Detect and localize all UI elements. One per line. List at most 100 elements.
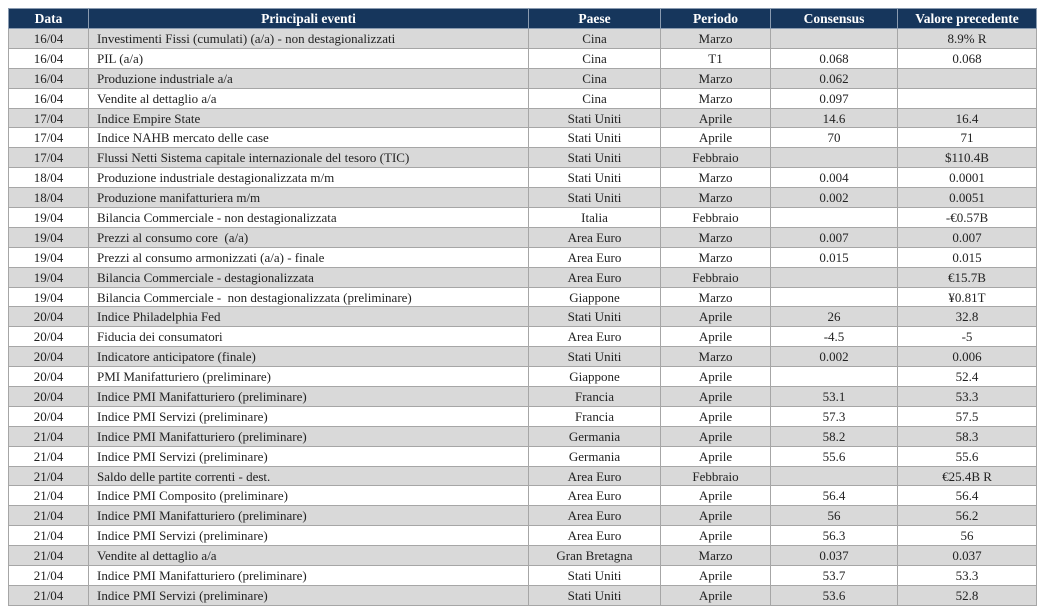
table-row: 19/04 Prezzi al consumo core (a/a) Area Eu… [8, 226, 1037, 248]
table-row: 19/04 Bilancia Commerciale - non destagio… [8, 207, 1037, 228]
table-row: 21/04 Indice PMI Manifatturiero (prelimin… [8, 425, 1037, 447]
cell: 71 [897, 127, 1037, 149]
cell: Cina [528, 87, 661, 109]
cell: Marzo [660, 187, 771, 209]
table-row: 16/04 Vendite al dettaglio a/a Cina Marzo 0.… [8, 87, 1037, 109]
cell: Marzo [660, 67, 771, 89]
cell: Aprile [660, 445, 771, 467]
cell: Marzo [660, 286, 771, 308]
table-body: 16/04 Investimenti Fissi (cumulati) (a/a)… [8, 28, 1037, 606]
cell: 21/04 [8, 445, 89, 467]
cell: Aprile [660, 326, 771, 348]
event-cell: Flussi Netti Sistema capitale internazio… [88, 147, 529, 169]
cell: 0.002 [770, 187, 898, 209]
header-cell: Periodo [660, 8, 771, 29]
table-row: 21/04 Indice PMI Manifatturiero (prelimin… [8, 565, 1037, 586]
cell: 17/04 [8, 147, 89, 169]
cell: 21/04 [8, 505, 89, 527]
cell: 52.8 [897, 584, 1037, 606]
event-cell: PIL (a/a) [88, 47, 529, 69]
cell: Area Euro [528, 266, 661, 288]
events-table: Data Principali eventi Paese Periodo Consens… [8, 8, 1037, 606]
cell: Stati Uniti [528, 167, 661, 189]
cell: 0.015 [897, 246, 1037, 268]
cell: 18/04 [8, 167, 89, 189]
cell: 20/04 [8, 346, 89, 368]
cell: Giappone [528, 286, 661, 308]
cell: €15.7B [897, 266, 1037, 288]
event-cell: Vendite al dettaglio a/a [88, 545, 529, 567]
cell: 18/04 [8, 187, 89, 209]
cell: Giappone [528, 366, 661, 388]
cell: T1 [660, 47, 771, 69]
cell: 21/04 [8, 485, 89, 507]
cell: Marzo [660, 226, 771, 248]
cell: -€0.57B [897, 207, 1037, 228]
cell: Marzo [660, 167, 771, 189]
cell: Stati Uniti [528, 306, 661, 328]
event-cell: Indice PMI Servizi (preliminare) [88, 584, 529, 606]
cell: Aprile [660, 306, 771, 328]
cell: 19/04 [8, 246, 89, 268]
table-row: 21/04 Indice PMI Manifatturiero (prelimin… [8, 505, 1037, 527]
cell: Stati Uniti [528, 584, 661, 606]
cell: 56 [770, 505, 898, 527]
cell: 26 [770, 306, 898, 328]
cell: 0.007 [897, 226, 1037, 248]
table-row: 20/04 PMI Manifatturiero (preliminare) Gia… [8, 366, 1037, 388]
cell: 0.062 [770, 67, 898, 89]
table-row: 21/04 Vendite al dettaglio a/a Gran Bretag… [8, 545, 1037, 567]
cell: 8.9% R [897, 28, 1037, 49]
table-row: 20/04 Fiducia dei consumatori Area Euro Apr… [8, 326, 1037, 348]
event-cell: Indice PMI Manifatturiero (preliminare) [88, 386, 529, 407]
event-cell: Indice PMI Manifatturiero (preliminare) [88, 425, 529, 447]
cell: Cina [528, 67, 661, 89]
event-cell: Indice Philadelphia Fed [88, 306, 529, 328]
cell: 17/04 [8, 107, 89, 129]
cell: Stati Uniti [528, 107, 661, 129]
cell: 21/04 [8, 425, 89, 447]
event-cell: Indice PMI Manifatturiero (preliminare) [88, 565, 529, 586]
cell [770, 286, 898, 308]
header-cell: Valore precedente [897, 8, 1037, 29]
cell: 20/04 [8, 326, 89, 348]
event-cell: Indice PMI Servizi (preliminare) [88, 445, 529, 467]
cell: 20/04 [8, 405, 89, 427]
event-cell: Indicatore anticipatore (finale) [88, 346, 529, 368]
cell: Gran Bretagna [528, 545, 661, 567]
cell: 0.0051 [897, 187, 1037, 209]
table-row: 17/04 Flussi Netti Sistema capitale inter… [8, 147, 1037, 169]
cell: Aprile [660, 584, 771, 606]
cell: Marzo [660, 545, 771, 567]
event-cell: PMI Manifatturiero (preliminare) [88, 366, 529, 388]
table-row: 21/04 Saldo delle partite correnti - dest… [8, 465, 1037, 487]
cell: -5 [897, 326, 1037, 348]
cell: 21/04 [8, 465, 89, 487]
cell: Germania [528, 445, 661, 467]
cell: 21/04 [8, 525, 89, 547]
cell: 19/04 [8, 226, 89, 248]
cell: Stati Uniti [528, 127, 661, 149]
cell: 14.6 [770, 107, 898, 129]
table-row: 21/04 Indice PMI Servizi (preliminare) Ger… [8, 445, 1037, 467]
cell: 0.097 [770, 87, 898, 109]
table-row: 20/04 Indice Philadelphia Fed Stati Uniti A… [8, 306, 1037, 328]
table-row: 18/04 Produzione manifatturiera m/m Stati … [8, 187, 1037, 209]
cell: Cina [528, 47, 661, 69]
cell: 55.6 [897, 445, 1037, 467]
cell: 0.068 [770, 47, 898, 69]
event-cell: Investimenti Fissi (cumulati) (a/a) - no… [88, 28, 529, 49]
table-row: 17/04 Indice Empire State Stati Uniti April… [8, 107, 1037, 129]
cell: Stati Uniti [528, 187, 661, 209]
cell: 55.6 [770, 445, 898, 467]
event-cell: Indice NAHB mercato delle case [88, 127, 529, 149]
table-row: 16/04 Produzione industriale a/a Cina Marzo… [8, 67, 1037, 89]
header-row: Data Principali eventi Paese Periodo Consens… [8, 8, 1037, 29]
cell: Febbraio [660, 266, 771, 288]
table-row: 16/04 Investimenti Fissi (cumulati) (a/a)… [8, 28, 1037, 49]
cell: 52.4 [897, 366, 1037, 388]
event-cell: Produzione manifatturiera m/m [88, 187, 529, 209]
cell: 57.5 [897, 405, 1037, 427]
cell: 20/04 [8, 366, 89, 388]
cell: 0.068 [897, 47, 1037, 69]
